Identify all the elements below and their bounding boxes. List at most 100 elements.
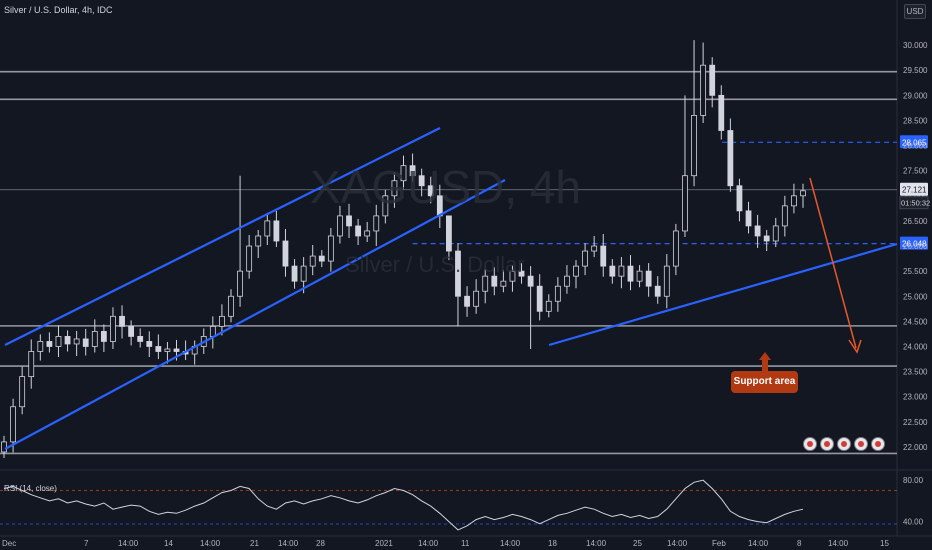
candle-body: [209, 325, 216, 337]
rsi-tick-label: 80.00: [903, 476, 924, 485]
candle-body: [55, 336, 62, 347]
price-tick-label: 25.500: [903, 267, 928, 276]
time-tick-label: 11: [461, 539, 470, 548]
candle-body: [418, 175, 425, 187]
candle-body: [745, 210, 752, 227]
time-tick-label: 14:00: [667, 539, 688, 548]
price-tick-label: 25.000: [903, 292, 928, 301]
time-tick-label: 28: [316, 539, 325, 548]
support-area-callout[interactable]: Support area: [731, 371, 798, 393]
candle-body: [337, 215, 343, 237]
time-tick-label: 18: [548, 539, 557, 548]
candle-body: [164, 348, 171, 352]
candle-body: [110, 315, 116, 342]
candle-body: [155, 346, 162, 352]
candle-body: [455, 250, 461, 297]
time-tick-label: 7: [84, 539, 89, 548]
candle-body: [28, 351, 35, 378]
candle-body: [700, 64, 707, 116]
currency-button[interactable]: USD: [904, 4, 926, 19]
time-tick-label: 14: [164, 539, 173, 548]
time-tick-label: 2021: [375, 539, 393, 548]
time-tick-label: 21: [250, 539, 259, 548]
candle-body: [509, 270, 516, 282]
rsi-label[interactable]: RSI (14, close): [4, 484, 57, 493]
candle-body: [736, 185, 743, 212]
dashed-levels: 28.065 26.048: [412, 135, 928, 250]
candle-body: [219, 315, 225, 327]
candle-body: [500, 280, 507, 287]
candle-body: [491, 275, 498, 287]
price-axis[interactable]: 22.000 22.500 23.000 23.500 24.000 24.500 25.0…: [899, 41, 930, 452]
candle-body: [636, 270, 643, 282]
candle-body: [691, 115, 697, 177]
candle-body: [1, 441, 7, 453]
price-tick-label: 23.500: [903, 368, 928, 377]
candle-body: [255, 235, 262, 247]
candle-body: [91, 331, 98, 347]
candle-body: [654, 285, 661, 297]
time-tick-label: 14:00: [200, 539, 221, 548]
candle-body: [781, 205, 788, 227]
rsi-line: [3, 479, 804, 531]
trendlines: [4, 127, 898, 450]
symbol-title[interactable]: Silver / U.S. Dollar, 4h, IDC: [4, 5, 113, 15]
candle-body: [146, 341, 153, 347]
price-tag-box: [900, 236, 928, 250]
price-tick-label: 23.000: [903, 393, 928, 402]
countdown-box: [899, 196, 929, 210]
candles: [1, 40, 806, 458]
candle-body: [445, 215, 452, 252]
candle-body: [128, 325, 135, 337]
support-callout-pointer: [759, 352, 771, 371]
rsi-pane: 40.00 80.00: [0, 476, 924, 531]
channel-upper-line: [4, 127, 441, 346]
time-tick-label: 14:00: [278, 539, 299, 548]
event-flag-icon[interactable]: [854, 437, 868, 451]
time-tick-label: Dec: [2, 539, 16, 548]
time-tick-label: 14:00: [748, 539, 769, 548]
price-tag-box: [900, 135, 928, 149]
candle-body: [482, 275, 489, 292]
time-tick-label: 14:00: [418, 539, 439, 548]
candle-body: [754, 225, 761, 237]
price-tick-label: 26.000: [903, 242, 928, 251]
event-flag-icon[interactable]: [871, 437, 885, 451]
candle-body: [527, 275, 534, 287]
price-tick-label: 24.500: [903, 317, 928, 326]
current-price-label: 27.121: [902, 186, 927, 195]
price-tick-label: 29.500: [903, 66, 928, 75]
candle-body: [64, 336, 71, 345]
price-tick-label: 26.500: [903, 217, 928, 226]
price-tick-label: 22.000: [903, 443, 928, 452]
event-flag-icon[interactable]: [803, 437, 817, 451]
candle-body: [763, 235, 770, 242]
candle-body: [382, 195, 389, 217]
candle-body: [682, 175, 688, 232]
candle-body: [327, 235, 334, 262]
candle-body: [19, 376, 26, 408]
watermark-ticker: XAGUSD, 4h: [310, 161, 581, 213]
candle-body: [564, 275, 570, 287]
candle-body: [409, 165, 416, 177]
candle-body: [591, 245, 598, 252]
candle-body: [427, 185, 434, 197]
candle-body: [545, 300, 552, 312]
candle-body: [100, 331, 107, 342]
candle-body: [309, 255, 316, 267]
candle-body: [772, 225, 779, 242]
event-flag-icon[interactable]: [820, 437, 834, 451]
event-flag-icon[interactable]: [837, 437, 851, 451]
candle-body: [536, 285, 543, 312]
time-tick-label: 25: [633, 539, 642, 548]
candle-body: [400, 165, 407, 182]
price-tick-label: 27.500: [903, 167, 928, 176]
candle-body: [291, 265, 298, 282]
projection-arrow-head: [848, 339, 862, 354]
candle-body: [600, 245, 607, 267]
candle-body: [582, 250, 588, 267]
candle-body: [645, 270, 652, 287]
candle-body: [173, 348, 180, 352]
time-axis[interactable]: Dec 7 14:00 14 14:00 21 14:00 28 2021 14:00 11 14:0…: [2, 539, 889, 548]
